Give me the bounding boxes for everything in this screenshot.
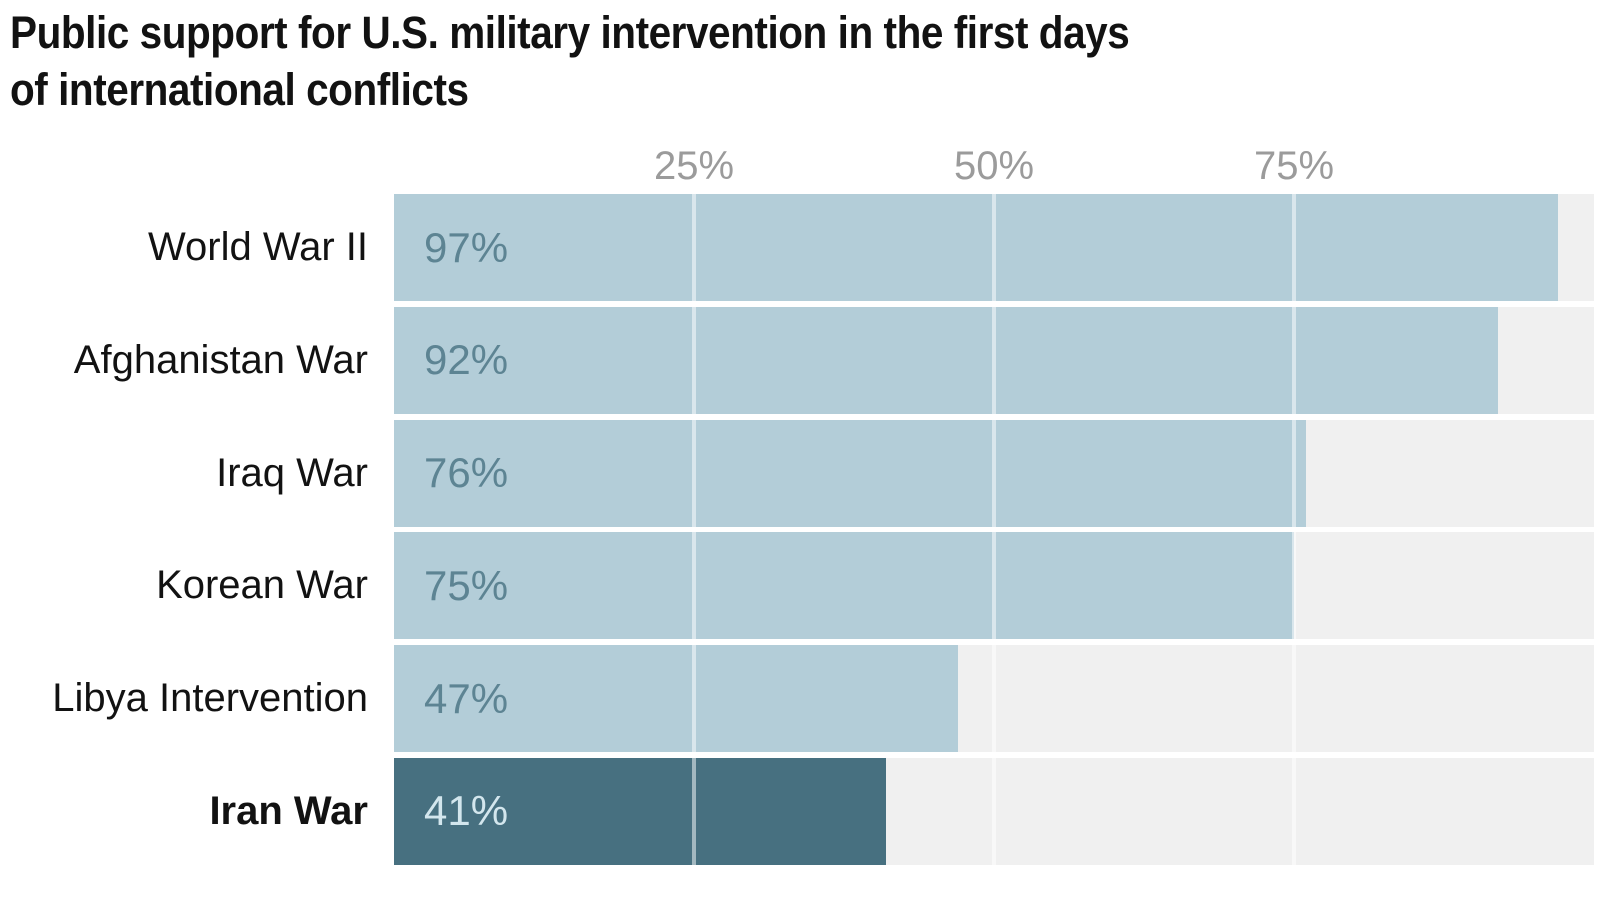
chart-row: Korean War 75% bbox=[0, 532, 1594, 640]
bar-track: 76% bbox=[394, 419, 1594, 527]
chart-row: World War II 97% bbox=[0, 194, 1594, 301]
bar-value-label: 41% bbox=[424, 787, 509, 835]
category-label: Libya Intervention bbox=[52, 676, 368, 721]
category-label: Iraq War bbox=[216, 450, 368, 495]
chart-row: Iraq War 76% bbox=[0, 419, 1594, 527]
bar-fill: 75% bbox=[394, 532, 1294, 640]
category-label: World War II bbox=[147, 225, 368, 269]
bar-fill: 47% bbox=[394, 645, 958, 753]
bar-track: 41% bbox=[394, 757, 1594, 865]
bar-track: 75% bbox=[394, 532, 1594, 640]
bar-value-label: 97% bbox=[424, 223, 509, 271]
bar-fill: 97% bbox=[394, 194, 1558, 301]
bar-fill: 92% bbox=[394, 306, 1498, 414]
bar-value-label: 75% bbox=[424, 561, 509, 609]
bar-track: 47% bbox=[394, 645, 1594, 753]
bar-value-label: 92% bbox=[424, 336, 509, 384]
chart-row: Libya Intervention 47% bbox=[0, 645, 1594, 753]
page-title-line-1: Public support for U.S. military interve… bbox=[10, 7, 1130, 58]
category-label: Afghanistan War bbox=[73, 337, 368, 382]
bar-track: 97% bbox=[394, 194, 1594, 301]
bar-fill: 76% bbox=[394, 419, 1306, 527]
bar-fill: 41% bbox=[394, 757, 886, 865]
axis-tick-label: 50% bbox=[953, 144, 1035, 188]
plot-area: World War II 97% Afghanistan War 92% Iraq Wa… bbox=[0, 194, 1594, 865]
page-title-line-2: of international conflicts bbox=[10, 64, 469, 115]
axis-tick-label: 75% bbox=[1253, 144, 1335, 188]
page-title: Public support for U.S. military interve… bbox=[10, 4, 1130, 118]
axis-tick-label: 25% bbox=[653, 144, 735, 188]
bar-value-label: 47% bbox=[424, 674, 509, 722]
category-label: Iran War bbox=[209, 788, 368, 833]
category-label: Korean War bbox=[156, 563, 368, 608]
bar-value-label: 76% bbox=[424, 449, 509, 497]
chart-row: Iran War 41% bbox=[0, 757, 1594, 865]
chart-row: Afghanistan War 92% bbox=[0, 306, 1594, 414]
bar-track: 92% bbox=[394, 306, 1594, 414]
